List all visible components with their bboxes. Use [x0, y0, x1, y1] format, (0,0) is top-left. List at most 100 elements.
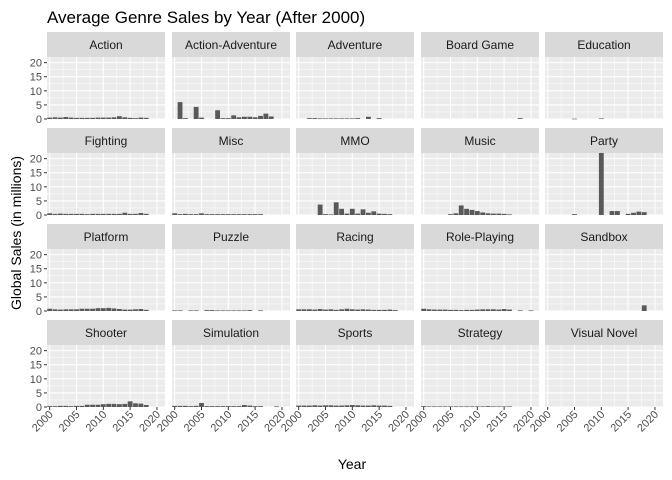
strip-misc [172, 128, 290, 153]
bar-misc-2006 [204, 214, 210, 215]
bar-fighting-2010 [100, 213, 106, 215]
bar-platform-2005 [74, 309, 79, 311]
bar-sports-2016 [382, 405, 387, 407]
strip-music [421, 128, 539, 153]
panel-background [545, 345, 663, 407]
bar-platform-2009 [95, 308, 101, 311]
strip-mmo [296, 128, 414, 153]
bar-action-adventure-2009 [220, 118, 226, 119]
y-tick-label: 20 [30, 154, 42, 166]
panel-background [172, 57, 290, 119]
panel-background [172, 249, 290, 311]
bar-misc-2015 [252, 214, 258, 215]
strip-platform [47, 224, 165, 249]
x-tick-label: 2005 [182, 409, 208, 435]
bar-strategy-2014 [496, 406, 502, 408]
bar-action-2009 [95, 117, 101, 119]
bar-misc-2001 [177, 214, 183, 215]
y-tick-label: 0 [36, 306, 42, 318]
panel-background [47, 57, 165, 119]
bar-role-playing-2015 [501, 309, 507, 311]
bar-role-playing-2000 [421, 308, 427, 311]
bar-music-2006 [453, 213, 459, 215]
y-tick-label: 5 [36, 100, 42, 112]
bar-shooter-2000 [47, 406, 53, 407]
y-tick-label: 0 [36, 210, 42, 222]
y-tick-label: 15 [30, 168, 42, 180]
bar-shooter-2006 [79, 405, 85, 407]
panel-visual-novel: Visual Novel [545, 320, 663, 408]
panel-education: Education [545, 32, 663, 120]
y-tick-label: 10 [30, 374, 42, 386]
bar-simulation-2006 [204, 406, 210, 407]
strip-sandbox [545, 224, 663, 249]
panel-background [545, 153, 663, 215]
panel-background [296, 57, 414, 119]
bar-misc-2009 [220, 214, 226, 215]
bar-fighting-2007 [84, 214, 90, 215]
strip-label-platform: Platform [84, 230, 129, 244]
strip-label-role-playing: Role-Playing [446, 230, 514, 244]
panel-background [421, 249, 539, 311]
bar-sports-2004 [317, 405, 323, 407]
bar-misc-2016 [258, 214, 263, 215]
strip-fighting [47, 128, 165, 153]
bar-action-2012 [111, 117, 117, 119]
bar-action-adventure-2017 [263, 113, 269, 119]
bar-platform-2002 [57, 309, 63, 311]
bar-simulation-2019 [274, 406, 280, 408]
bar-racing-2016 [382, 309, 387, 311]
bar-misc-2012 [236, 214, 242, 215]
strip-label-education: Education [577, 38, 630, 52]
bar-racing-2004 [317, 309, 323, 311]
panel-background [47, 345, 165, 407]
bar-simulation-2003 [188, 406, 194, 407]
bar-action-2011 [106, 117, 112, 119]
bar-role-playing-2005 [448, 309, 453, 311]
bar-simulation-2008 [215, 406, 221, 407]
x-tick-label: 2015 [484, 409, 510, 435]
strip-label-visual-novel: Visual Novel [571, 326, 637, 340]
strip-label-sports: Sports [338, 326, 373, 340]
bar-mmo-2011 [355, 213, 361, 215]
bar-sports-2000 [296, 405, 302, 407]
bar-fighting-2008 [90, 213, 96, 215]
bar-platform-2006 [79, 308, 85, 311]
bar-party-2017 [636, 211, 642, 215]
bar-role-playing-2016 [507, 309, 512, 311]
bar-action-adventure-2008 [215, 110, 221, 119]
x-tick-label: 2000 [155, 409, 181, 435]
strip-label-simulation: Simulation [203, 326, 259, 340]
strip-party [545, 128, 663, 153]
bar-fighting-2006 [79, 213, 85, 215]
panel-platform: Platform [47, 224, 165, 312]
bar-racing-2003 [312, 309, 318, 311]
bar-simulation-2005 [199, 403, 204, 407]
bar-role-playing-2010 [474, 309, 480, 311]
bar-adventure-2009 [344, 118, 350, 120]
bar-role-playing-2020 [528, 310, 534, 312]
x-tick-label: 2015 [110, 409, 136, 435]
bar-action-2002 [57, 117, 63, 119]
bar-strategy-2005 [448, 406, 453, 408]
bar-puzzle-2006 [204, 310, 210, 311]
bar-action-2010 [100, 117, 106, 119]
bar-simulation-2002 [182, 405, 188, 407]
bar-shooter-2014 [122, 403, 128, 407]
bar-strategy-2016 [507, 406, 512, 408]
bar-simulation-2013 [241, 405, 247, 407]
y-tick-label: 20 [30, 250, 42, 262]
x-tick-label: 2005 [431, 409, 457, 435]
bar-mmo-2009 [344, 213, 350, 215]
x-tick-label: 2010 [582, 409, 608, 435]
bar-action-adventure-2014 [247, 116, 253, 119]
bar-role-playing-2012 [485, 309, 491, 311]
x-tick-label: 2010 [458, 409, 484, 435]
bar-action-2004 [68, 117, 74, 119]
bar-simulation-2007 [209, 406, 215, 407]
bar-racing-2006 [328, 309, 334, 311]
panel-party: Party [545, 128, 663, 216]
bar-shooter-2008 [90, 404, 96, 407]
